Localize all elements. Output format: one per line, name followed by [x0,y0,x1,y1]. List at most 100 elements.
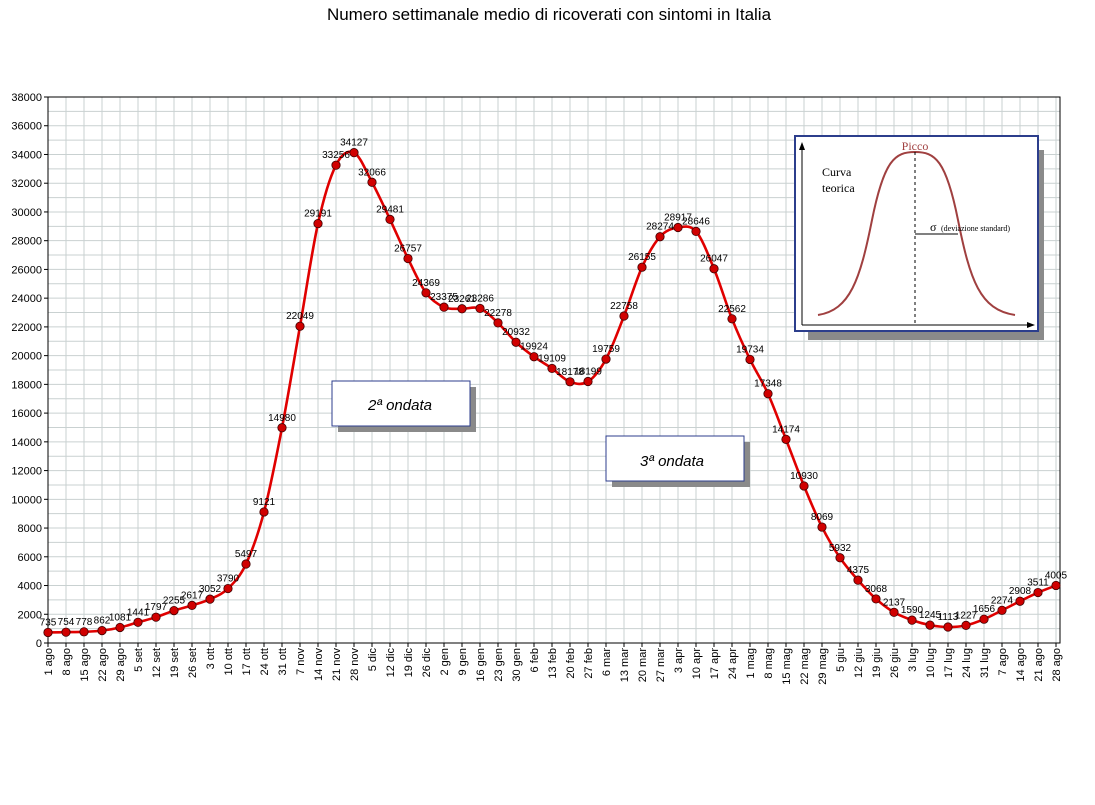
data-point [961,620,971,630]
data-label: 24369 [412,278,440,289]
data-point [97,626,107,636]
x-tick-label: 9 gen [457,648,469,676]
data-label: 1590 [901,605,924,616]
data-point [907,615,917,625]
x-tick-label: 3 lug [907,648,919,672]
data-point [439,302,449,312]
y-tick-label: 2000 [18,609,42,621]
data-point [43,627,53,638]
annotation-third-wave-label: 3ª ondata [640,453,704,470]
data-point [997,605,1007,615]
data-label: 5932 [829,543,852,554]
data-point [259,507,269,517]
x-tick-label: 8 ago [61,648,73,676]
data-point [799,481,809,491]
y-axis: 0 2000 4000 6000 8000 10000 12000 14000 16000 180… [11,92,48,650]
x-tick-label: 20 feb [565,648,577,679]
x-tick-label: 12 giu [853,648,865,678]
data-point [349,148,359,158]
x-tick-label: 21 nov [331,648,343,682]
inset-y-arrow-icon [799,142,805,150]
annotation-second-wave: 2ª ondata [331,380,476,432]
data-label: 28646 [682,216,710,227]
data-label: 3511 [1027,578,1049,589]
y-tick-label: 14000 [11,437,42,449]
data-label: 29191 [304,209,332,220]
x-tick-label: 8 mag [763,648,775,679]
data-point [385,214,395,225]
data-point [655,232,665,242]
x-tick-label: 6 mar [601,648,613,676]
data-label: 32066 [358,167,386,178]
data-label: 2137 [883,597,906,608]
x-tick-label: 10 apr [691,648,703,680]
data-point [133,617,143,627]
data-label: 17348 [754,379,782,390]
annotation-second-wave-label: 2ª ondata [367,397,432,414]
x-tick-label: 24 ott [259,648,271,676]
annotation-third-wave: 3ª ondata [605,435,750,487]
x-tick-label: 5 set [133,648,145,672]
x-tick-label: 31 lug [979,648,991,678]
y-tick-label: 4000 [18,581,42,593]
data-point [493,318,503,328]
series-markers [43,148,1061,638]
x-tick-label: 14 ago [1015,648,1027,682]
x-tick-label: 13 feb [547,648,559,679]
data-point [151,612,161,622]
inset-sigma-label: (deviazione standard) [941,224,1010,233]
y-tick-label: 0 [36,638,42,650]
y-tick-label: 16000 [11,408,42,420]
data-label: 18178 [556,367,584,378]
x-tick-label: 28 ago [1051,648,1063,682]
data-label: 26155 [628,252,656,263]
x-tick-label: 27 feb [583,648,595,679]
data-label: 1113 [938,612,959,623]
data-point [619,311,629,321]
data-label: 5497 [235,549,258,560]
data-point [871,594,881,604]
data-point [1033,587,1043,598]
data-label: 3052 [199,584,222,595]
data-point [277,423,287,433]
data-point [61,627,71,637]
x-tick-label: 23 gen [493,648,505,682]
x-tick-label: 31 ott [277,648,289,676]
data-point [115,622,125,633]
data-label: 8069 [811,512,834,523]
x-tick-label: 12 dic [385,648,397,678]
x-tick-label: 2 gen [439,648,451,676]
data-point [925,620,935,630]
data-label: 19924 [520,342,548,353]
data-point [835,553,845,563]
x-tick-label: 16 gen [475,648,487,682]
x-tick-label: 3 ott [205,648,217,669]
data-label: 3068 [865,584,888,595]
x-tick-label: 7 nov [295,648,307,675]
data-label: 778 [76,617,93,628]
x-tick-label: 17 ott [241,648,253,676]
data-label: 34127 [340,138,368,149]
data-point [763,389,773,399]
x-tick-label: 12 set [151,648,163,678]
chart-title: Numero settimanale medio di ricoverati c… [327,5,772,24]
data-point [691,226,701,237]
y-tick-label: 24000 [11,293,42,305]
y-tick-label: 20000 [11,351,42,363]
data-label: 735 [40,617,57,628]
data-point [547,363,557,374]
x-tick-label: 27 mar [655,648,667,683]
data-label: 23286 [466,293,494,304]
data-label: 1081 [109,612,132,623]
y-tick-label: 32000 [11,178,42,190]
data-label: 23375 [430,292,458,303]
data-label: 14174 [772,424,800,435]
x-tick-label: 17 apr [709,648,721,680]
data-label: 1656 [973,604,996,615]
data-point [601,354,611,364]
data-point [313,218,323,229]
data-point [853,575,863,585]
x-tick-label: 24 apr [727,648,739,680]
data-point [187,600,197,610]
x-tick-label: 10 ott [223,648,235,676]
